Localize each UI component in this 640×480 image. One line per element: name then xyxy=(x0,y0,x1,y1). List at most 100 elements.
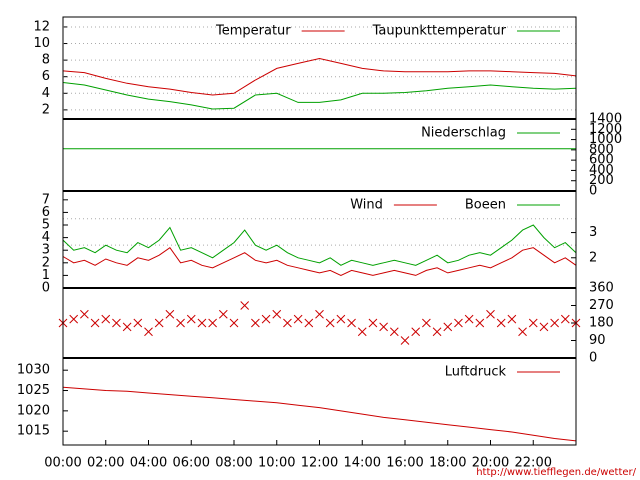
y-tick-label: 12 xyxy=(33,19,50,34)
x-tick-label: 18:00 xyxy=(429,456,466,471)
footer-url: http://www.tiefflegen.de/wetter/ xyxy=(476,467,636,478)
x-tick-label: 04:00 xyxy=(130,456,167,471)
y2-tick-label: 90 xyxy=(589,333,606,348)
scatter-point xyxy=(133,318,143,328)
y2-tick-label: 2 xyxy=(589,250,597,265)
scatter-point xyxy=(422,318,431,328)
y-tick-label: 4 xyxy=(42,86,50,101)
scatter-point xyxy=(186,314,196,324)
y-tick-label: 2 xyxy=(42,255,50,270)
scatter-point xyxy=(69,314,79,324)
y2-tick-label: 800 xyxy=(589,142,614,157)
scatter-point xyxy=(283,318,292,328)
y2-tick-label: 200 xyxy=(589,173,614,188)
y-tick-label: 1030 xyxy=(17,363,50,378)
y-tick-label: 1020 xyxy=(17,403,50,418)
x-tick-label: 20:00 xyxy=(472,456,509,471)
scatter-point xyxy=(112,318,121,328)
scatter-point xyxy=(496,318,506,328)
scatter-point xyxy=(304,318,314,328)
x-tick-label: 08:00 xyxy=(215,456,252,471)
scatter-point xyxy=(80,309,89,319)
y2-tick-label: 1200 xyxy=(589,122,622,137)
scatter-point xyxy=(368,318,378,328)
scatter-point xyxy=(122,322,132,332)
series-line xyxy=(62,386,577,442)
y-tick-label: 2 xyxy=(42,102,50,117)
x-tick-label: 22:00 xyxy=(515,456,552,471)
legend-label: Niederschlag xyxy=(421,126,506,141)
x-tick-label: 02:00 xyxy=(87,456,124,471)
scatter-point xyxy=(197,318,207,328)
scatter-point xyxy=(208,318,217,328)
y-tick-label: 0 xyxy=(42,281,50,296)
scatter-point xyxy=(165,309,175,319)
x-tick-label: 12:00 xyxy=(301,456,338,471)
scatter-point xyxy=(550,318,559,328)
scatter-point xyxy=(240,301,250,310)
y-tick-label: 6 xyxy=(42,69,50,84)
scatter-point xyxy=(400,336,410,345)
scatter-point xyxy=(293,314,303,324)
y2-tick-label: 270 xyxy=(589,298,614,313)
scatter-point xyxy=(528,318,538,328)
series-line xyxy=(62,82,577,110)
scatter-point xyxy=(154,318,164,328)
scatter-point xyxy=(486,309,495,319)
y2-tick-label: 400 xyxy=(589,163,614,178)
scatter-point xyxy=(389,327,399,337)
y2-tick-label: 0 xyxy=(589,351,597,366)
y-tick-label: 1015 xyxy=(17,424,50,439)
scatter-point xyxy=(518,327,527,337)
scatter-point xyxy=(336,314,346,324)
scatter-point xyxy=(539,322,549,332)
x-tick-label: 06:00 xyxy=(173,456,210,471)
scatter-point xyxy=(251,318,260,328)
y-tick-label: 5 xyxy=(42,218,50,233)
legend-label: Wind xyxy=(350,198,383,213)
y2-tick-label: 1000 xyxy=(589,132,622,147)
y2-tick-label: 0 xyxy=(589,184,597,199)
y2-tick-label: 180 xyxy=(589,316,614,331)
scatter-point xyxy=(475,318,485,328)
x-tick-label: 10:00 xyxy=(258,456,295,471)
y-tick-label: 3 xyxy=(42,243,50,258)
x-tick-label: 16:00 xyxy=(386,456,423,471)
x-tick-label: 00:00 xyxy=(44,456,81,471)
scatter-point xyxy=(144,327,153,337)
scatter-point xyxy=(443,322,453,332)
y2-tick-label: 1400 xyxy=(589,112,622,127)
y2-tick-label: 360 xyxy=(589,281,614,296)
legend-label: Taupunkttemperatur xyxy=(372,24,507,39)
y-tick-label: 1025 xyxy=(17,383,50,398)
y-tick-label: 7 xyxy=(42,192,50,207)
scatter-point xyxy=(272,309,282,319)
scatter-point xyxy=(229,318,239,328)
x-tick-label: 14:00 xyxy=(344,456,381,471)
scatter-point xyxy=(315,309,324,319)
scatter-point xyxy=(464,314,474,324)
y-tick-label: 10 xyxy=(33,36,50,51)
scatter-point xyxy=(357,327,367,337)
y2-tick-label: 600 xyxy=(589,153,614,168)
series-line xyxy=(62,247,577,276)
y-tick-label: 4 xyxy=(42,230,50,245)
scatter-point xyxy=(347,318,356,328)
scatter-point xyxy=(432,327,442,337)
series-line xyxy=(62,57,577,96)
series-line xyxy=(62,224,577,266)
scatter-point xyxy=(379,322,388,332)
scatter-point xyxy=(101,314,111,324)
scatter-point xyxy=(454,318,463,328)
legend-label: Luftdruck xyxy=(445,365,507,380)
y2-tick-label: 3 xyxy=(589,225,597,240)
y-tick-label: 1 xyxy=(42,268,50,283)
scatter-point xyxy=(176,318,185,328)
scatter-point xyxy=(261,314,271,324)
scatter-point xyxy=(411,327,421,337)
legend-label: Temperatur xyxy=(215,24,291,39)
y-tick-label: 8 xyxy=(42,53,50,68)
scatter-point xyxy=(507,314,517,324)
